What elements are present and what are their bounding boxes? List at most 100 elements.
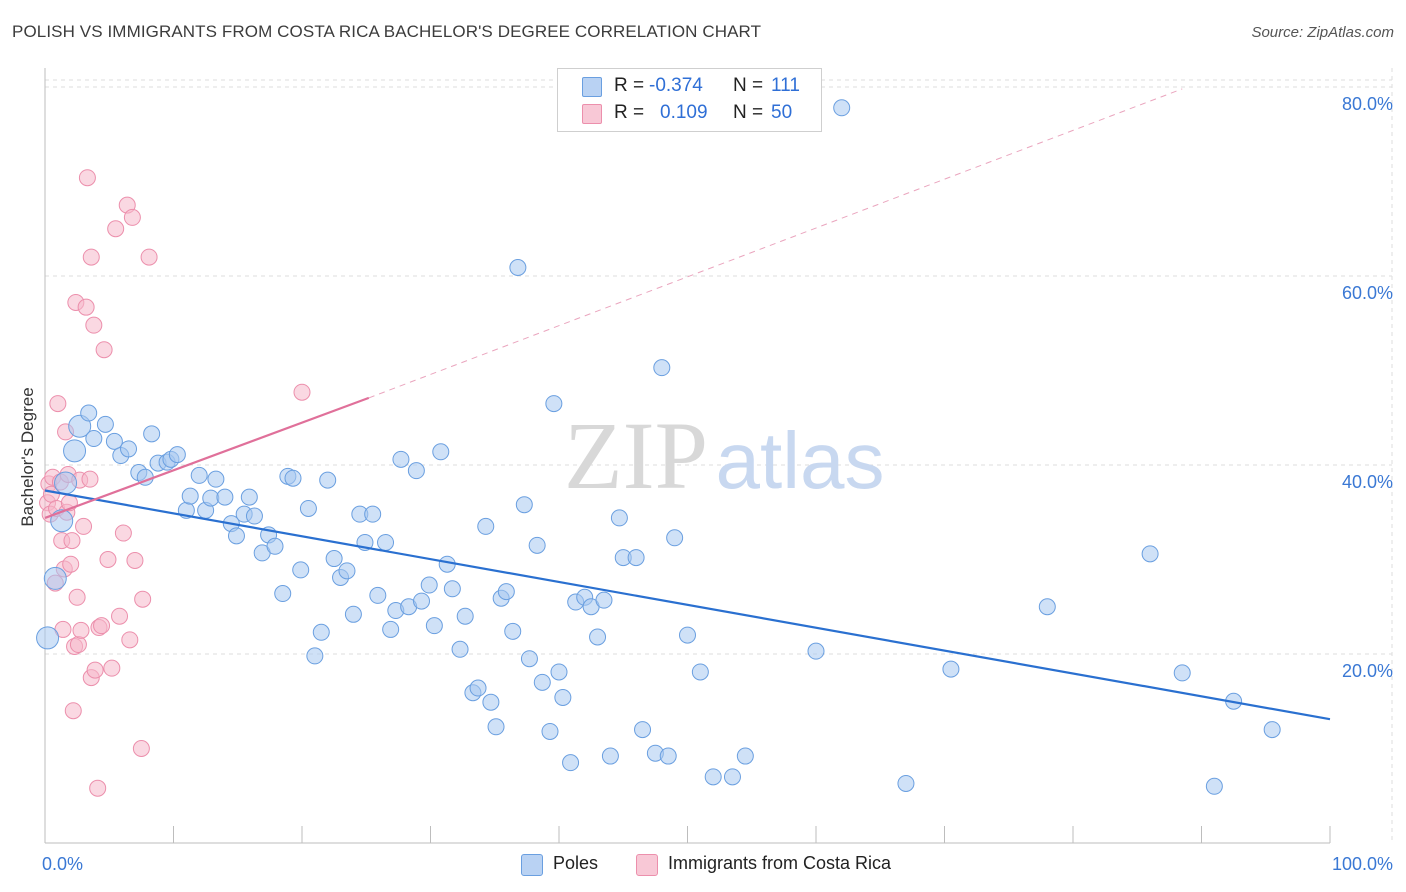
costa-rica-point [77, 298, 95, 316]
costa-rica-point [103, 659, 121, 677]
costa-rica-point [63, 532, 81, 550]
poles-point [528, 536, 546, 554]
y-axis-title: Bachelor's Degree [18, 387, 37, 527]
poles-point [807, 642, 825, 660]
poles-point [36, 626, 60, 650]
poles-point [666, 529, 684, 547]
costa-rica-r-label: R = [614, 102, 645, 123]
poles-point [120, 440, 138, 458]
trend-lines [44, 88, 1331, 721]
x-tick-label: 0.0% [42, 854, 83, 874]
poles-point [274, 585, 292, 603]
costa-rica-point [99, 551, 117, 568]
costa-rica-point [140, 248, 158, 266]
poles-point [207, 470, 225, 488]
poles-point [723, 768, 741, 786]
poles-point [54, 471, 78, 495]
poles-point [338, 562, 356, 580]
poles-point [659, 747, 677, 765]
poles-point [292, 561, 310, 579]
costa-rica-point [126, 551, 144, 569]
poles-point [407, 462, 425, 480]
costa-rica-point [86, 661, 104, 679]
costa-rica-point [78, 169, 96, 187]
poles-n-label: N = [733, 75, 764, 96]
poles-r-value: -0.374 [649, 75, 703, 96]
poles-point [1038, 598, 1056, 616]
poles-point [266, 537, 284, 555]
poles-point [190, 466, 208, 484]
poles-point [545, 395, 563, 413]
poles-point [504, 622, 522, 640]
poles-point [487, 718, 505, 736]
poles-point [63, 439, 87, 463]
tick-labels: 20.0% 40.0% 60.0% 80.0% 0.0% 100.0% [42, 94, 1393, 874]
poles-point [382, 620, 400, 638]
poles-point [704, 768, 722, 786]
poles-point [520, 650, 538, 668]
costa-rica-point [132, 740, 150, 757]
poles-point [420, 576, 438, 594]
costa-rica-point [89, 779, 107, 797]
poles-point [284, 469, 302, 487]
costa-rica-point [111, 607, 129, 625]
poles-point [299, 499, 317, 517]
grid-lines [45, 68, 1393, 843]
poles-point [736, 747, 754, 765]
source-credit: Source: ZipAtlas.com [1251, 24, 1394, 41]
costa-rica-point [81, 470, 99, 488]
poles-point [443, 580, 461, 598]
costa-rica-point [69, 636, 87, 654]
poles-point [425, 617, 443, 635]
costa-rica-points [39, 169, 311, 797]
costa-rica-n-label: N = [733, 102, 764, 123]
y-tick-label: 60.0% [1342, 283, 1393, 303]
poles-point [451, 640, 469, 658]
costa-rica-n-value: 50 [771, 102, 793, 123]
poles-point [80, 404, 98, 422]
poles-point [43, 566, 67, 590]
poles-point [432, 443, 450, 461]
costa-rica-point [123, 208, 141, 226]
poles-point [344, 605, 362, 623]
poles-point [1263, 721, 1281, 739]
legend-poles-label: Poles [553, 853, 599, 873]
poles-n-value: 111 [771, 75, 800, 96]
poles-point [1141, 545, 1159, 563]
costa-rica-point [68, 588, 86, 606]
costa-rica-point [75, 517, 93, 535]
poles-point [942, 660, 960, 678]
poles-r-label: R = [614, 75, 645, 96]
stat-row-costa-rica: R = 0.109 N = 50 [558, 100, 821, 126]
costa-rica-point [82, 248, 100, 266]
stat-row-poles: R = -0.374 N = 111 [558, 73, 821, 99]
poles-point [413, 592, 431, 610]
costa-rica-trend-line [44, 396, 370, 519]
watermark-zip: ZIP [564, 402, 708, 509]
y-tick-label: 40.0% [1342, 472, 1393, 492]
costa-rica-point [114, 524, 132, 542]
poles-point [306, 647, 324, 665]
poles-point [105, 432, 123, 450]
watermark-atlas: atlas [716, 416, 885, 505]
poles-point [515, 496, 533, 514]
poles-trend-line [44, 489, 1331, 721]
poles-point [1173, 664, 1191, 682]
poles-point [610, 509, 628, 527]
legend-costa-rica-swatch [636, 854, 658, 876]
poles-point [438, 555, 456, 573]
poles-swatch [582, 77, 602, 97]
poles-point [216, 488, 234, 506]
poles-point [497, 583, 515, 601]
correlation-stats-box: R = -0.374 N = 111 R = 0.109 N = 50 [557, 68, 822, 132]
poles-point [50, 509, 74, 533]
poles-point [392, 450, 410, 468]
costa-rica-point [93, 617, 111, 635]
poles-point [550, 663, 568, 681]
poles-point [85, 430, 103, 448]
costa-rica-swatch [582, 104, 602, 124]
poles-point [240, 488, 258, 506]
poles-point [589, 628, 607, 646]
poles-point [377, 533, 395, 551]
poles-point [509, 258, 527, 276]
